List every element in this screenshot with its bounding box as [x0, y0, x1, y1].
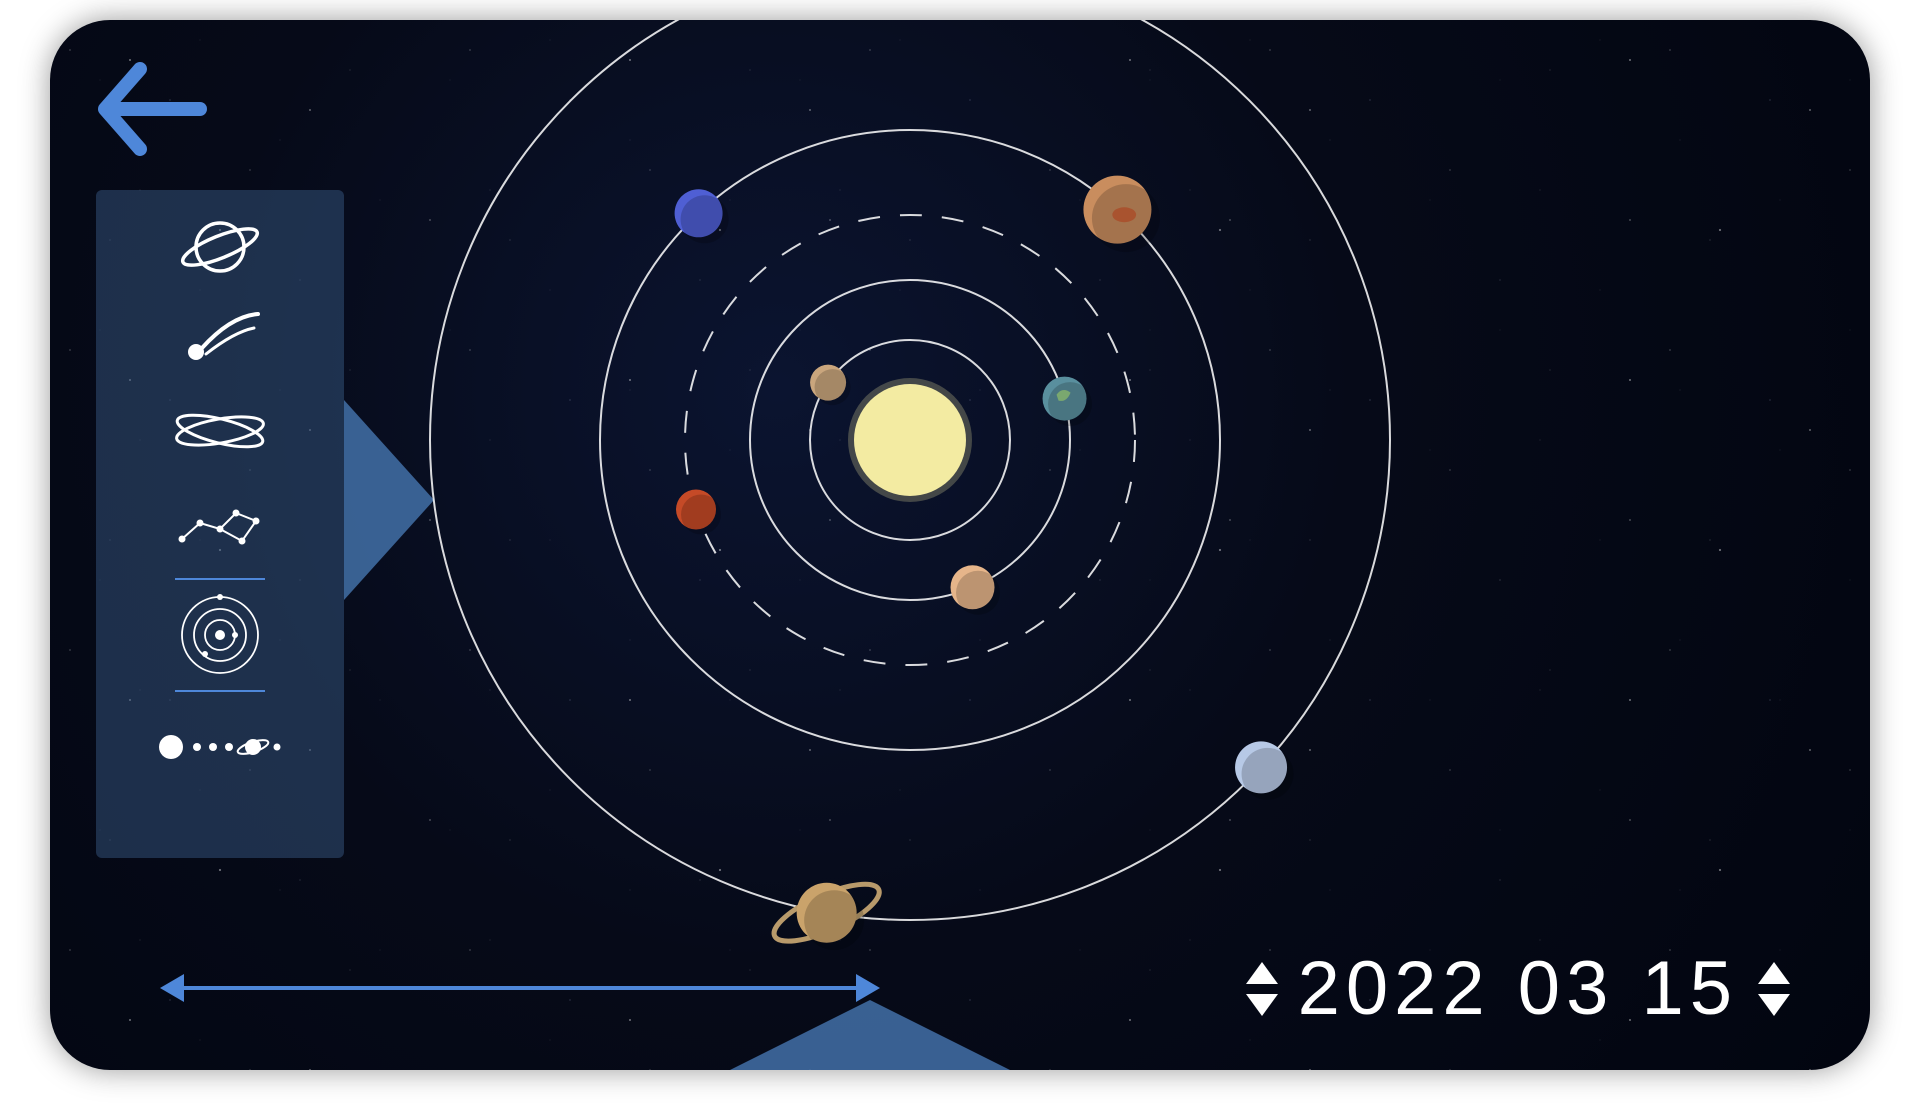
arrow-down-icon: [1246, 994, 1278, 1016]
bottom-pointer-icon: [730, 1000, 1010, 1070]
panel-pointer-icon: [344, 400, 434, 600]
planets-tool-icon: [176, 211, 264, 283]
arrow-down-icon: [1758, 994, 1790, 1016]
tool-panel: [96, 190, 344, 858]
constellation-tool-icon: [170, 491, 270, 555]
solar-system-tool[interactable]: [96, 592, 344, 678]
app-frame: 2022 03 15: [50, 20, 1870, 1070]
date-stepper-left[interactable]: [1246, 962, 1278, 1016]
bodies-scale-tool-icon: [155, 727, 285, 767]
tool-divider: [175, 578, 265, 580]
date-control[interactable]: 2022 03 15: [1246, 945, 1790, 1032]
date-display: 2022 03 15: [1298, 945, 1738, 1032]
planets-tool[interactable]: [96, 204, 344, 290]
back-arrow-icon: [90, 54, 210, 164]
orbit-tool[interactable]: [96, 388, 344, 474]
arrow-up-icon: [1758, 962, 1790, 984]
date-stepper-right[interactable]: [1758, 962, 1790, 1016]
back-button[interactable]: [90, 54, 210, 164]
comet-tool[interactable]: [96, 296, 344, 382]
solar-system-tool-icon: [172, 592, 268, 678]
comet-tool-icon: [176, 308, 264, 370]
orbit-tool-icon: [170, 403, 270, 459]
constellation-tool[interactable]: [96, 480, 344, 566]
arrow-up-icon: [1246, 962, 1278, 984]
tool-divider: [175, 690, 265, 692]
bodies-scale-tool[interactable]: [96, 704, 344, 790]
